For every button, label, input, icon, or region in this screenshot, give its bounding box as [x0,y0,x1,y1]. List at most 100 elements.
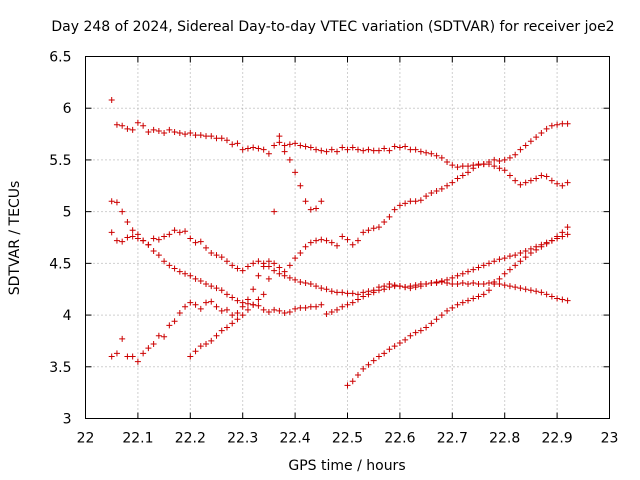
data-point-track-e [302,198,309,205]
data-point-track-e [213,332,220,339]
data-point-track-a [370,147,377,154]
data-point-track-c [564,297,571,304]
data-point-track-e [276,139,283,146]
data-point-track-c [161,233,168,240]
data-point-track-c [145,241,152,248]
data-point-track-c [349,290,356,297]
data-point-track-d [517,181,524,188]
data-point-track-c [480,281,487,288]
data-point-track-b [501,255,508,262]
data-point-track-a [512,151,519,158]
data-point-track-b [459,270,466,277]
data-point-track-a [124,125,131,132]
data-point-track-a [438,154,445,161]
y-tick-label: 5 [63,205,72,221]
data-point-track-c [140,237,147,244]
x-tick-label: 23 [601,431,619,447]
data-point-track-a [318,147,325,154]
data-point-track-d [271,260,278,267]
data-point-track-b [564,231,571,238]
data-point-track-d [543,173,550,180]
data-point-track-a [213,135,220,142]
data-point-track-d [417,197,424,204]
data-point-track-f [381,350,388,357]
data-point-track-b [465,268,472,275]
data-point-track-d [171,318,178,325]
data-point-track-c [213,252,220,259]
data-point-track-a [391,143,398,150]
data-point-track-d [538,172,545,179]
data-point-track-c [134,235,141,242]
data-point-track-d [234,310,241,317]
data-point-track-b [470,266,477,273]
data-point-track-d [113,350,120,357]
data-point-track-f [564,224,571,231]
data-point-track-c [113,237,120,244]
data-point-track-c [449,281,456,288]
data-point-track-c [428,280,435,287]
data-point-track-e [318,198,325,205]
data-point-track-b [454,272,461,279]
data-point-track-d [554,180,561,187]
data-point-track-c [543,291,550,298]
data-point-track-e [265,275,272,282]
data-point-track-d [412,198,419,205]
data-point-track-c [354,291,361,298]
data-point-track-f [548,237,555,244]
data-point-track-a [554,121,561,128]
data-point-track-a [176,130,183,137]
data-point-track-c [239,267,246,274]
data-point-track-a [449,162,456,169]
data-point-track-d [334,242,341,249]
data-point-track-f [391,343,398,350]
data-point-track-c [522,286,529,293]
data-point-track-d [339,233,346,240]
data-point-track-b [218,287,225,294]
data-point-track-d [365,227,372,234]
data-point-track-d [182,303,189,310]
data-point-track-c [307,281,314,288]
data-point-track-a [239,146,246,153]
data-point-track-e [250,301,257,308]
data-point-track-f [407,332,414,339]
data-point-track-e [255,296,262,303]
data-point-track-e [281,148,288,155]
data-point-track-c [176,229,183,236]
data-point-track-c [155,236,162,243]
data-point-track-a [334,148,341,155]
data-point-track-b [182,270,189,277]
data-point-track-c [433,280,440,287]
data-point-track-c [255,258,262,265]
data-point-track-b [155,252,162,259]
data-point-track-f [386,346,393,353]
data-point-track-a [323,148,330,155]
data-point-track-f [459,299,466,306]
data-point-track-c [475,281,482,288]
data-point-track-f [423,324,430,331]
data-point-track-f [501,270,508,277]
data-point-track-c [229,262,236,269]
data-point-track-f [480,291,487,298]
data-point-track-a [402,143,409,150]
data-point-track-b [522,247,529,254]
data-point-track-b [223,291,230,298]
data-point-track-a [417,148,424,155]
data-point-track-a [423,149,430,156]
data-point-track-a [396,144,403,151]
x-tick-label: 22.6 [384,431,415,447]
data-point-track-a [506,154,513,161]
data-point-track-d [260,263,267,270]
data-point-track-b [208,283,215,290]
data-point-track-a [250,144,257,151]
data-point-track-d [229,312,236,319]
data-point-track-d [548,177,555,184]
data-point-track-d [444,182,451,189]
data-point-track-a [145,129,152,136]
data-point-track-a [465,163,472,170]
data-point-track-d [512,177,519,184]
data-point-track-d [485,161,492,168]
data-point-track-a [543,125,550,132]
data-point-track-b [485,260,492,267]
data-point-track-a [407,146,414,153]
data-point-track-c [250,260,257,267]
